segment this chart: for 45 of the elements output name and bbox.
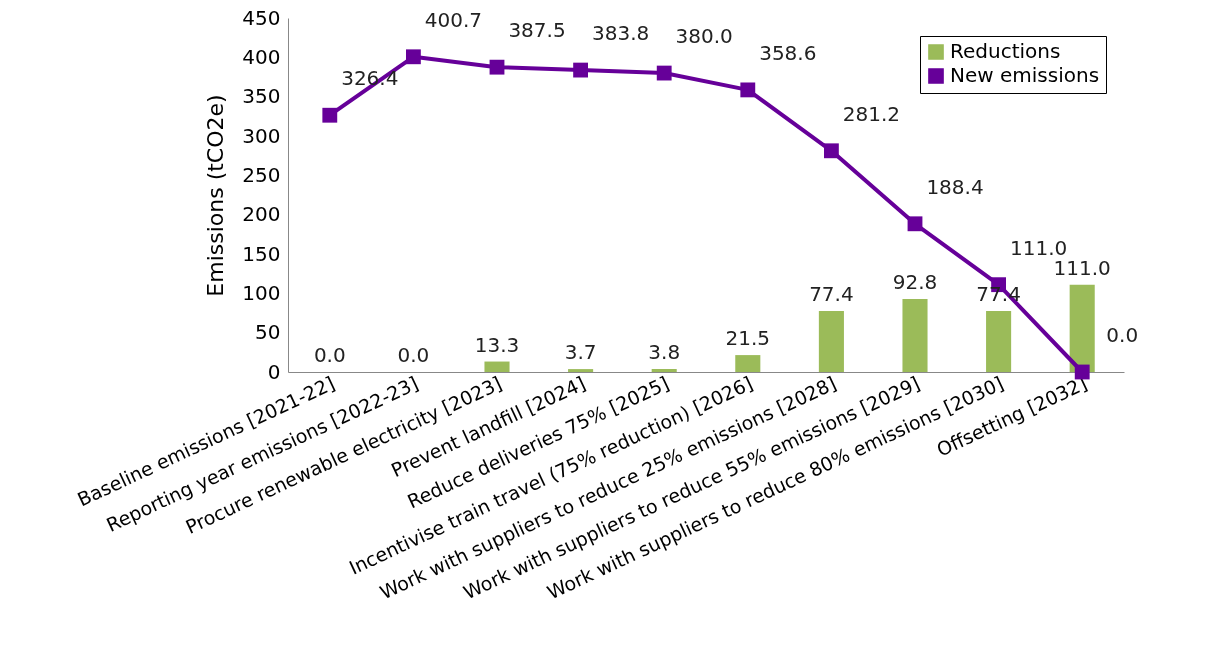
y-tick-label: 250 <box>242 162 281 187</box>
data-label: 0.0 <box>397 343 430 367</box>
data-label: 21.5 <box>725 326 771 351</box>
data-label: 358.6 <box>759 40 817 65</box>
legend-label: Reductions <box>950 39 1061 63</box>
data-label: 13.3 <box>474 332 520 357</box>
data-label: 3.7 <box>564 340 597 365</box>
point <box>573 62 589 78</box>
point <box>656 65 672 81</box>
point <box>740 82 756 98</box>
data-label: 188.4 <box>926 174 984 199</box>
bar <box>651 369 677 372</box>
point <box>489 59 505 75</box>
data-label: 77.4 <box>809 282 854 307</box>
y-axis-title: Emissions (tCO2e) <box>203 94 229 297</box>
data-label: 387.5 <box>508 18 566 43</box>
data-label: 92.8 <box>892 270 938 294</box>
y-tick-label: 400 <box>242 44 281 69</box>
data-label: 281.2 <box>842 101 901 126</box>
data-label: 0.0 <box>313 343 346 367</box>
point <box>1074 364 1090 380</box>
bar <box>986 311 1012 372</box>
y-tick-label: 300 <box>242 123 281 148</box>
data-label: 380.0 <box>675 24 733 49</box>
data-label: 0.0 <box>1106 323 1139 347</box>
legend-label: New emissions <box>950 63 1100 87</box>
data-label: 400.7 <box>424 7 483 32</box>
y-tick-label: 150 <box>242 241 281 266</box>
bar <box>818 311 844 372</box>
y-tick-label: 100 <box>242 280 281 305</box>
bar <box>735 355 761 372</box>
data-label: 3.8 <box>648 340 681 365</box>
y-tick-label: 200 <box>242 202 281 227</box>
bar <box>1069 284 1095 372</box>
point <box>322 107 338 123</box>
data-label: 383.8 <box>591 21 650 46</box>
point <box>907 216 923 232</box>
bar <box>484 361 510 372</box>
y-tick-label: 350 <box>242 84 281 109</box>
point <box>405 49 421 65</box>
bar <box>902 299 928 372</box>
y-tick-label: 50 <box>255 320 281 345</box>
bar <box>568 369 594 372</box>
point <box>823 143 839 159</box>
y-tick-label: 450 <box>242 5 281 30</box>
